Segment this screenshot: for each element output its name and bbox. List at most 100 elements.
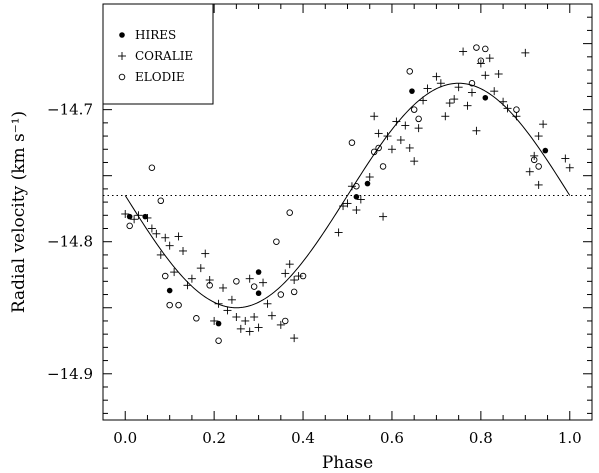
data-point-coralie	[156, 250, 165, 259]
data-point-coralie	[281, 269, 290, 278]
data-point-hires	[255, 269, 262, 275]
data-point-elodie	[157, 197, 165, 205]
data-point-coralie	[463, 101, 472, 110]
x-tick-label: 1.0	[558, 429, 582, 447]
data-point-coralie	[294, 272, 303, 281]
data-point-coralie	[423, 84, 432, 93]
data-point-hires	[364, 180, 371, 187]
data-point-coralie	[383, 132, 392, 141]
data-point-coralie	[276, 320, 285, 329]
legend-label-hires: HIRES	[135, 28, 176, 42]
data-point-elodie	[535, 163, 542, 170]
data-point-coralie	[459, 47, 468, 56]
data-point-coralie	[485, 54, 494, 63]
data-point-coralie	[392, 117, 401, 126]
data-point-elodie	[379, 163, 387, 170]
data-point-coralie	[499, 97, 508, 106]
data-point-elodie	[250, 283, 258, 290]
y-axis-title: Radial velocity (km s⁻¹)	[9, 111, 29, 313]
model-curve-layer	[103, 82, 592, 309]
data-point-coralie	[343, 199, 352, 208]
data-point-coralie	[414, 124, 423, 133]
data-point-coralie	[521, 48, 530, 57]
data-point-coralie	[481, 71, 490, 80]
data-point-elodie	[290, 288, 298, 296]
data-point-coralie	[401, 121, 410, 130]
data-point-elodie	[273, 238, 280, 245]
data-point-hires	[166, 287, 173, 294]
y-tick-label: −14.7	[47, 101, 93, 119]
x-tick-label: 0.2	[202, 429, 226, 447]
legend-marker-hires	[119, 32, 125, 38]
data-point-elodie	[299, 272, 307, 280]
x-tick-label: 0.0	[113, 429, 137, 447]
legend-marker-elodie	[118, 73, 126, 81]
data-point-coralie	[210, 316, 219, 325]
data-point-coralie	[245, 327, 254, 336]
data-point-elodie	[530, 156, 538, 164]
data-point-elodie	[473, 44, 480, 51]
legend: HIRES CORALIE ELODIE	[102, 3, 214, 105]
data-point-coralie	[472, 126, 481, 135]
data-point-coralie	[170, 268, 179, 277]
x-axis-title: Phase	[322, 453, 373, 473]
data-point-elodie	[286, 209, 293, 216]
model-curve	[124, 82, 571, 309]
data-point-hires	[126, 213, 133, 220]
x-tick-label: 0.6	[380, 429, 404, 447]
data-point-coralie	[534, 132, 543, 141]
data-point-elodie	[348, 139, 356, 146]
data-point-coralie	[387, 145, 396, 154]
data-point-coralie	[445, 99, 454, 108]
data-point-coralie	[530, 151, 539, 160]
data-point-coralie	[379, 212, 388, 221]
data-point-elodie	[370, 148, 378, 156]
data-point-coralie	[134, 211, 143, 220]
legend-marker-coralie	[118, 52, 126, 60]
data-point-elodie	[277, 291, 285, 298]
data-point-coralie	[179, 246, 188, 255]
data-point-coralie	[241, 316, 250, 325]
data-point-coralie	[227, 295, 236, 304]
y-tick-label: −14.9	[47, 365, 93, 383]
data-point-coralie	[405, 143, 414, 152]
data-point-elodie	[233, 278, 240, 285]
data-point-elodie	[148, 164, 156, 172]
data-point-coralie	[454, 83, 463, 92]
data-point-coralie	[450, 95, 459, 104]
data-point-coralie	[267, 311, 276, 320]
data-point-coralie	[396, 136, 405, 145]
data-point-coralie	[214, 299, 223, 308]
data-point-coralie	[174, 232, 183, 241]
data-point-coralie	[223, 306, 232, 315]
data-point-coralie	[201, 249, 210, 258]
data-point-coralie	[219, 283, 228, 292]
data-point-coralie	[561, 154, 570, 163]
data-point-elodie	[482, 45, 489, 53]
data-point-hires	[542, 147, 549, 154]
data-point-coralie	[490, 87, 499, 96]
data-point-coralie	[370, 112, 379, 121]
data-point-coralie	[441, 112, 450, 121]
data-point-coralie	[494, 69, 503, 78]
data-point-hires	[482, 94, 489, 101]
data-point-elodie	[468, 79, 476, 87]
data-point-coralie	[347, 182, 356, 191]
data-point-elodie	[193, 315, 200, 322]
data-point-coralie	[147, 224, 156, 233]
axis-labels-layer: 0.0 0.2 0.4 0.6 0.8 1.0 −14.7 −14.8 −14.9 Phase Ra…	[9, 101, 582, 473]
data-point-elodie	[477, 57, 485, 65]
data-point-coralie	[512, 112, 521, 121]
data-point-coralie	[436, 79, 445, 88]
data-point-coralie	[165, 241, 174, 250]
data-point-elodie	[175, 301, 182, 309]
x-tick-label: 0.8	[469, 429, 493, 447]
axes-layer	[102, 3, 593, 421]
data-point-coralie	[525, 167, 534, 176]
y-tick-label: −14.8	[47, 233, 93, 251]
data-point-coralie	[259, 278, 268, 287]
data-point-coralie	[467, 88, 476, 97]
data-point-elodie	[415, 115, 422, 123]
data-point-coralie	[356, 195, 365, 204]
